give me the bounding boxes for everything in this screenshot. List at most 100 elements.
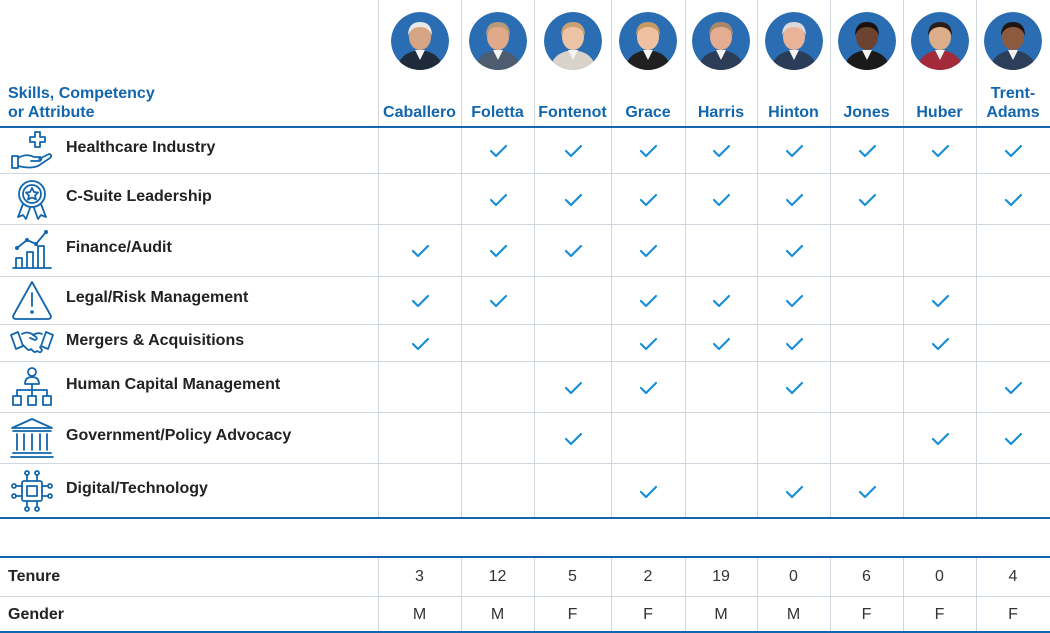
column-divider [903,557,904,633]
skill-label: C-Suite Leadership [66,187,212,205]
checkmark-icon [785,193,803,206]
director-photo [619,12,677,70]
gender-value: M [412,606,427,623]
checkmark-icon [931,432,949,445]
tenure-value: 0 [935,568,944,585]
checkmark-icon [858,485,876,498]
checkmark-icon [639,381,658,394]
column-divider [534,557,535,633]
tenure-value: 6 [862,568,871,585]
header-line-1: Skills, Competency [8,85,155,102]
director-photo [468,12,527,70]
column-divider [903,0,904,518]
checkmark-icon [639,244,658,258]
gender-value: F [934,606,945,623]
skill-label: Digital/Technology [66,479,208,497]
column-divider [976,0,977,518]
director-name: Hinton [768,104,819,121]
column-divider [378,0,379,518]
checkmark-icon [411,244,429,258]
bar-chart-icon [12,230,52,269]
column-divider [685,557,686,633]
gender-value: F [1008,606,1018,623]
column-divider [534,0,535,518]
column-divider [461,0,462,518]
director-photo [984,12,1042,70]
director-photo [543,12,602,70]
skill-label: Finance/Audit [66,239,172,256]
director-name: Harris [697,104,745,121]
column-divider [685,0,686,518]
checkmark-icon [785,294,803,308]
checkmark-icon [931,294,949,308]
header-line-2: or Attribute [8,104,95,121]
director-name: Huber [916,104,963,121]
gender-value: F [861,606,872,623]
handshake-icon [10,330,54,353]
stats-top-rule [0,556,1050,558]
award-ribbon-icon [17,179,47,220]
gender-value: M [490,606,505,623]
director-photo [837,12,896,70]
director-name: Fontenot [538,104,607,121]
chip-icon [11,469,53,512]
tenure-label: Tenure [8,568,61,585]
row-divider [0,412,1050,413]
healthcare-hand-icon [11,131,53,169]
director-name: Foletta [471,104,524,121]
row-divider [0,276,1050,277]
checkmark-icon [1004,144,1023,158]
checkmark-icon [639,485,658,498]
checkmark-icon [1004,432,1023,445]
checkmark-icon [489,193,507,206]
skill-label: Government/Policy Advocacy [66,426,292,444]
tenure-value: 12 [488,568,507,585]
director-photo [390,12,449,70]
director-name: Caballero [383,104,456,121]
checkmark-icon [785,244,803,258]
checkmark-icon [564,144,582,158]
row-divider [0,463,1050,464]
director-name: Grace [625,104,671,121]
director-photo [692,12,750,70]
skill-label: Human Capital Management [66,375,281,393]
skill-label: Healthcare Industry [66,139,216,156]
checkmark-icon [489,294,507,308]
gender-label: Gender [8,606,65,623]
checkmark-icon [639,294,658,308]
tenure-value: 19 [712,568,730,585]
gender-value: M [714,606,728,623]
checkmark-icon [564,244,582,258]
checkmark-icon [712,337,731,350]
tenure-value: 3 [415,568,424,585]
row-divider [0,173,1050,174]
checkmark-icon [785,381,803,394]
tenure-value: 5 [568,568,577,585]
checkmark-icon [564,381,582,394]
column-divider [830,557,831,633]
director-name-line-2: Adams [986,104,1040,121]
checkmark-icon [1004,381,1023,394]
checkmark-icon [858,193,876,206]
director-photo [910,12,969,70]
checkmark-icon [858,144,876,158]
column-divider [378,557,379,633]
gender-value: F [643,606,653,623]
tenure-value: 0 [789,568,798,585]
tenure-value: 4 [1008,568,1018,585]
checkmark-icon [411,337,429,350]
column-divider [611,557,612,633]
checkmark-icon [1004,193,1023,206]
column-divider [830,0,831,518]
checkmark-icon [411,294,429,308]
checkmark-icon [785,144,803,158]
gender-value: M [786,606,801,623]
column-divider [757,557,758,633]
director-name-line-1: Trent- [990,85,1036,102]
stats-bottom-rule [0,631,1050,633]
row-divider [0,324,1050,325]
checkmark-icon [931,337,949,350]
header-rule [0,126,1050,128]
gender-value: F [567,606,578,623]
row-divider [0,361,1050,362]
